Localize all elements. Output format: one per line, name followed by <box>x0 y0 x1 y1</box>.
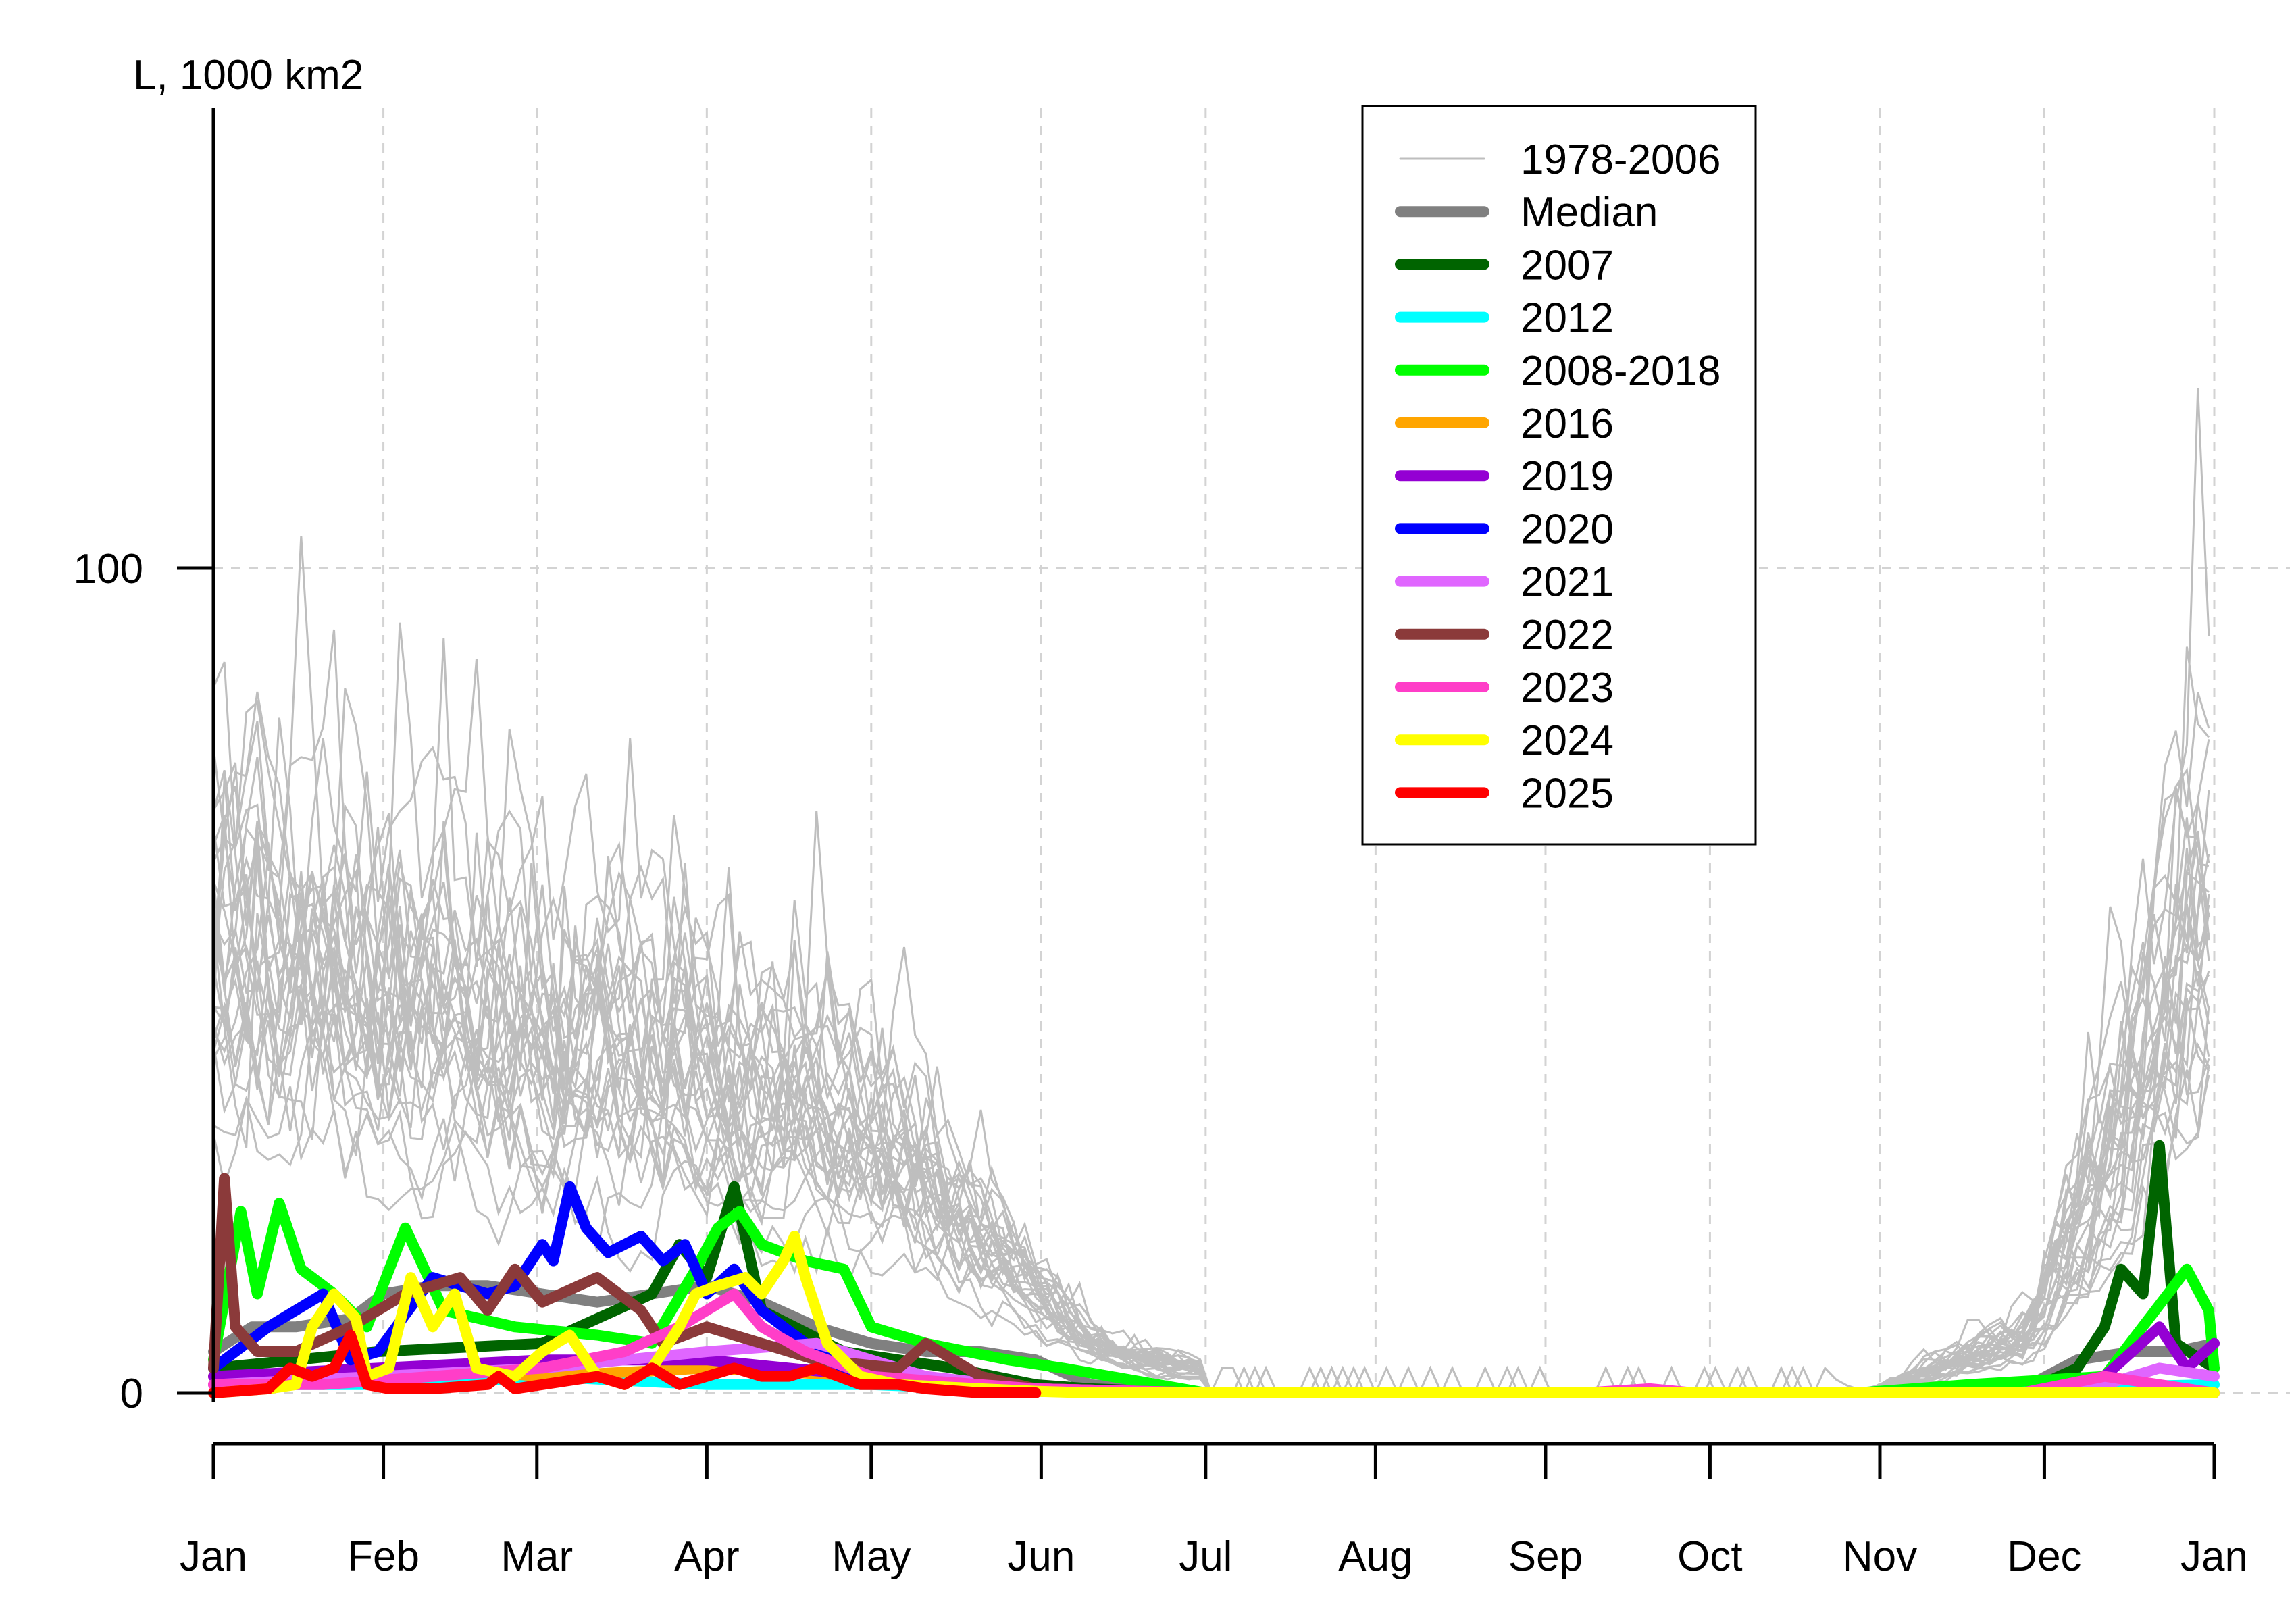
y-tick-label: 100 <box>74 546 143 592</box>
x-tick-label: Jul <box>1179 1533 1232 1580</box>
x-tick-label: Nov <box>1843 1533 1917 1580</box>
legend-label: 2023 <box>1521 665 1614 711</box>
legend-label: 2007 <box>1521 242 1614 288</box>
legend-label: Median <box>1521 189 1658 236</box>
series-line-2022 <box>208 1173 2220 1398</box>
x-tick-label: Dec <box>2007 1533 2081 1580</box>
legend-label: 2012 <box>1521 295 1614 342</box>
legend-label: 2020 <box>1521 506 1614 553</box>
legend-label: 2024 <box>1521 717 1614 764</box>
legend-label: 1978-2006 <box>1521 136 1721 183</box>
series-lines <box>208 1140 2220 1398</box>
legend-label: 2025 <box>1521 770 1614 817</box>
x-tick-label: Oct <box>1677 1533 1742 1580</box>
legend: 1978-2006 Median 2007 2012 2008-2018 2016 2019… <box>1361 105 1757 846</box>
x-tick-label: Apr <box>674 1533 739 1580</box>
x-tick-label: Feb <box>347 1533 419 1580</box>
legend-label: 2019 <box>1521 453 1614 500</box>
x-tick-label: Jan <box>2180 1533 2248 1580</box>
x-tick-label: Jan <box>180 1533 247 1580</box>
axes: Jan Feb Mar Apr May Jun Jul Aug Sep Oct Nov Dec Jan 0… <box>74 108 2248 1580</box>
x-tick-label: Mar <box>501 1533 573 1580</box>
series-line-2025 <box>208 1329 1042 1398</box>
legend-label: 2022 <box>1521 612 1614 659</box>
legend-label: 2021 <box>1521 559 1614 606</box>
legend-label: 2008-2018 <box>1521 348 1721 394</box>
y-axis-title: L, 1000 km2 <box>133 52 363 99</box>
y-tick-label: 0 <box>120 1371 143 1417</box>
x-tick-label: Jun <box>1007 1533 1075 1580</box>
x-tick-label: May <box>832 1533 911 1580</box>
legend-box <box>1361 105 1757 846</box>
legend-label: 2016 <box>1521 401 1614 447</box>
x-tick-label: Aug <box>1338 1533 1412 1580</box>
x-tick-label: Sep <box>1508 1533 1583 1580</box>
